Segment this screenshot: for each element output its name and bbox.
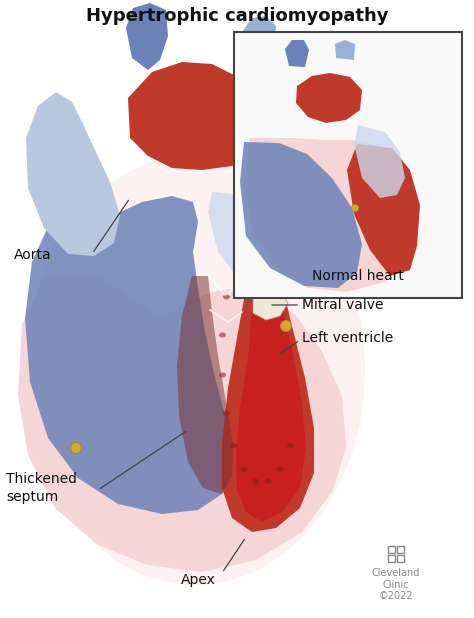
Text: Apex: Apex <box>181 573 216 587</box>
Text: Aorta: Aorta <box>14 248 52 262</box>
Polygon shape <box>26 92 120 256</box>
Ellipse shape <box>252 479 259 484</box>
Ellipse shape <box>277 467 283 472</box>
Text: Normal heart: Normal heart <box>312 269 404 283</box>
Polygon shape <box>285 40 309 67</box>
Polygon shape <box>335 40 355 60</box>
Bar <box>388 555 395 562</box>
Polygon shape <box>296 73 362 123</box>
Ellipse shape <box>281 321 292 331</box>
Bar <box>397 546 404 553</box>
Polygon shape <box>238 16 276 70</box>
Text: Cleveland
Clinic
©2022: Cleveland Clinic ©2022 <box>372 568 420 601</box>
Polygon shape <box>18 275 346 572</box>
Ellipse shape <box>352 205 358 211</box>
Text: Mitral valve: Mitral valve <box>302 298 383 312</box>
Polygon shape <box>244 138 414 292</box>
Polygon shape <box>236 188 306 522</box>
Polygon shape <box>240 142 362 288</box>
Polygon shape <box>347 144 420 276</box>
Ellipse shape <box>287 443 294 448</box>
Text: Hypertrophic cardiomyopathy: Hypertrophic cardiomyopathy <box>86 7 388 25</box>
Ellipse shape <box>265 479 272 484</box>
Ellipse shape <box>71 442 82 454</box>
Ellipse shape <box>219 332 226 337</box>
Bar <box>397 555 404 562</box>
Ellipse shape <box>230 443 237 448</box>
Ellipse shape <box>223 410 230 416</box>
Polygon shape <box>126 3 168 70</box>
Text: Thickened
septum: Thickened septum <box>6 472 77 504</box>
Text: Left ventricle: Left ventricle <box>302 331 393 345</box>
Polygon shape <box>128 62 263 170</box>
Bar <box>234 32 462 298</box>
Ellipse shape <box>25 155 365 585</box>
Polygon shape <box>222 173 314 532</box>
Ellipse shape <box>240 467 247 472</box>
Polygon shape <box>25 196 232 514</box>
Ellipse shape <box>219 373 226 378</box>
Polygon shape <box>177 276 233 494</box>
Bar <box>388 546 395 553</box>
Ellipse shape <box>223 294 230 299</box>
Polygon shape <box>208 192 283 284</box>
Polygon shape <box>354 125 405 198</box>
Polygon shape <box>253 286 288 320</box>
